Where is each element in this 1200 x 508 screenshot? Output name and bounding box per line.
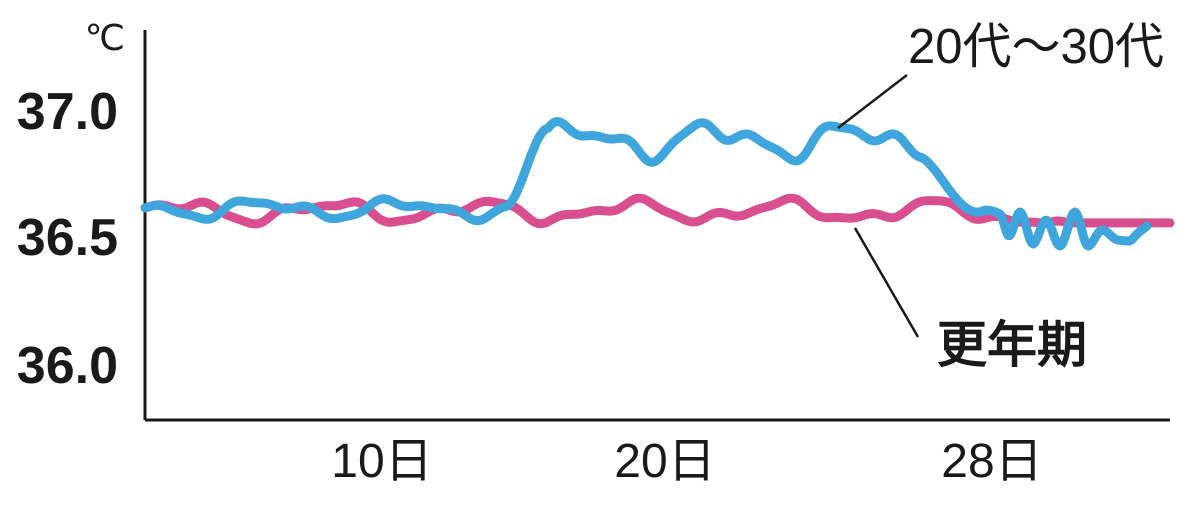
svg-text:10日: 10日 — [331, 435, 432, 488]
svg-text:28日: 28日 — [941, 435, 1042, 488]
svg-text:20日: 20日 — [614, 435, 715, 488]
svg-text:℃: ℃ — [85, 17, 125, 58]
svg-text:更年期: 更年期 — [937, 317, 1087, 373]
svg-text:37.0: 37.0 — [17, 83, 118, 141]
svg-text:36.5: 36.5 — [17, 209, 118, 267]
svg-text:36.0: 36.0 — [17, 337, 118, 395]
svg-text:20代〜30代: 20代〜30代 — [908, 20, 1164, 74]
